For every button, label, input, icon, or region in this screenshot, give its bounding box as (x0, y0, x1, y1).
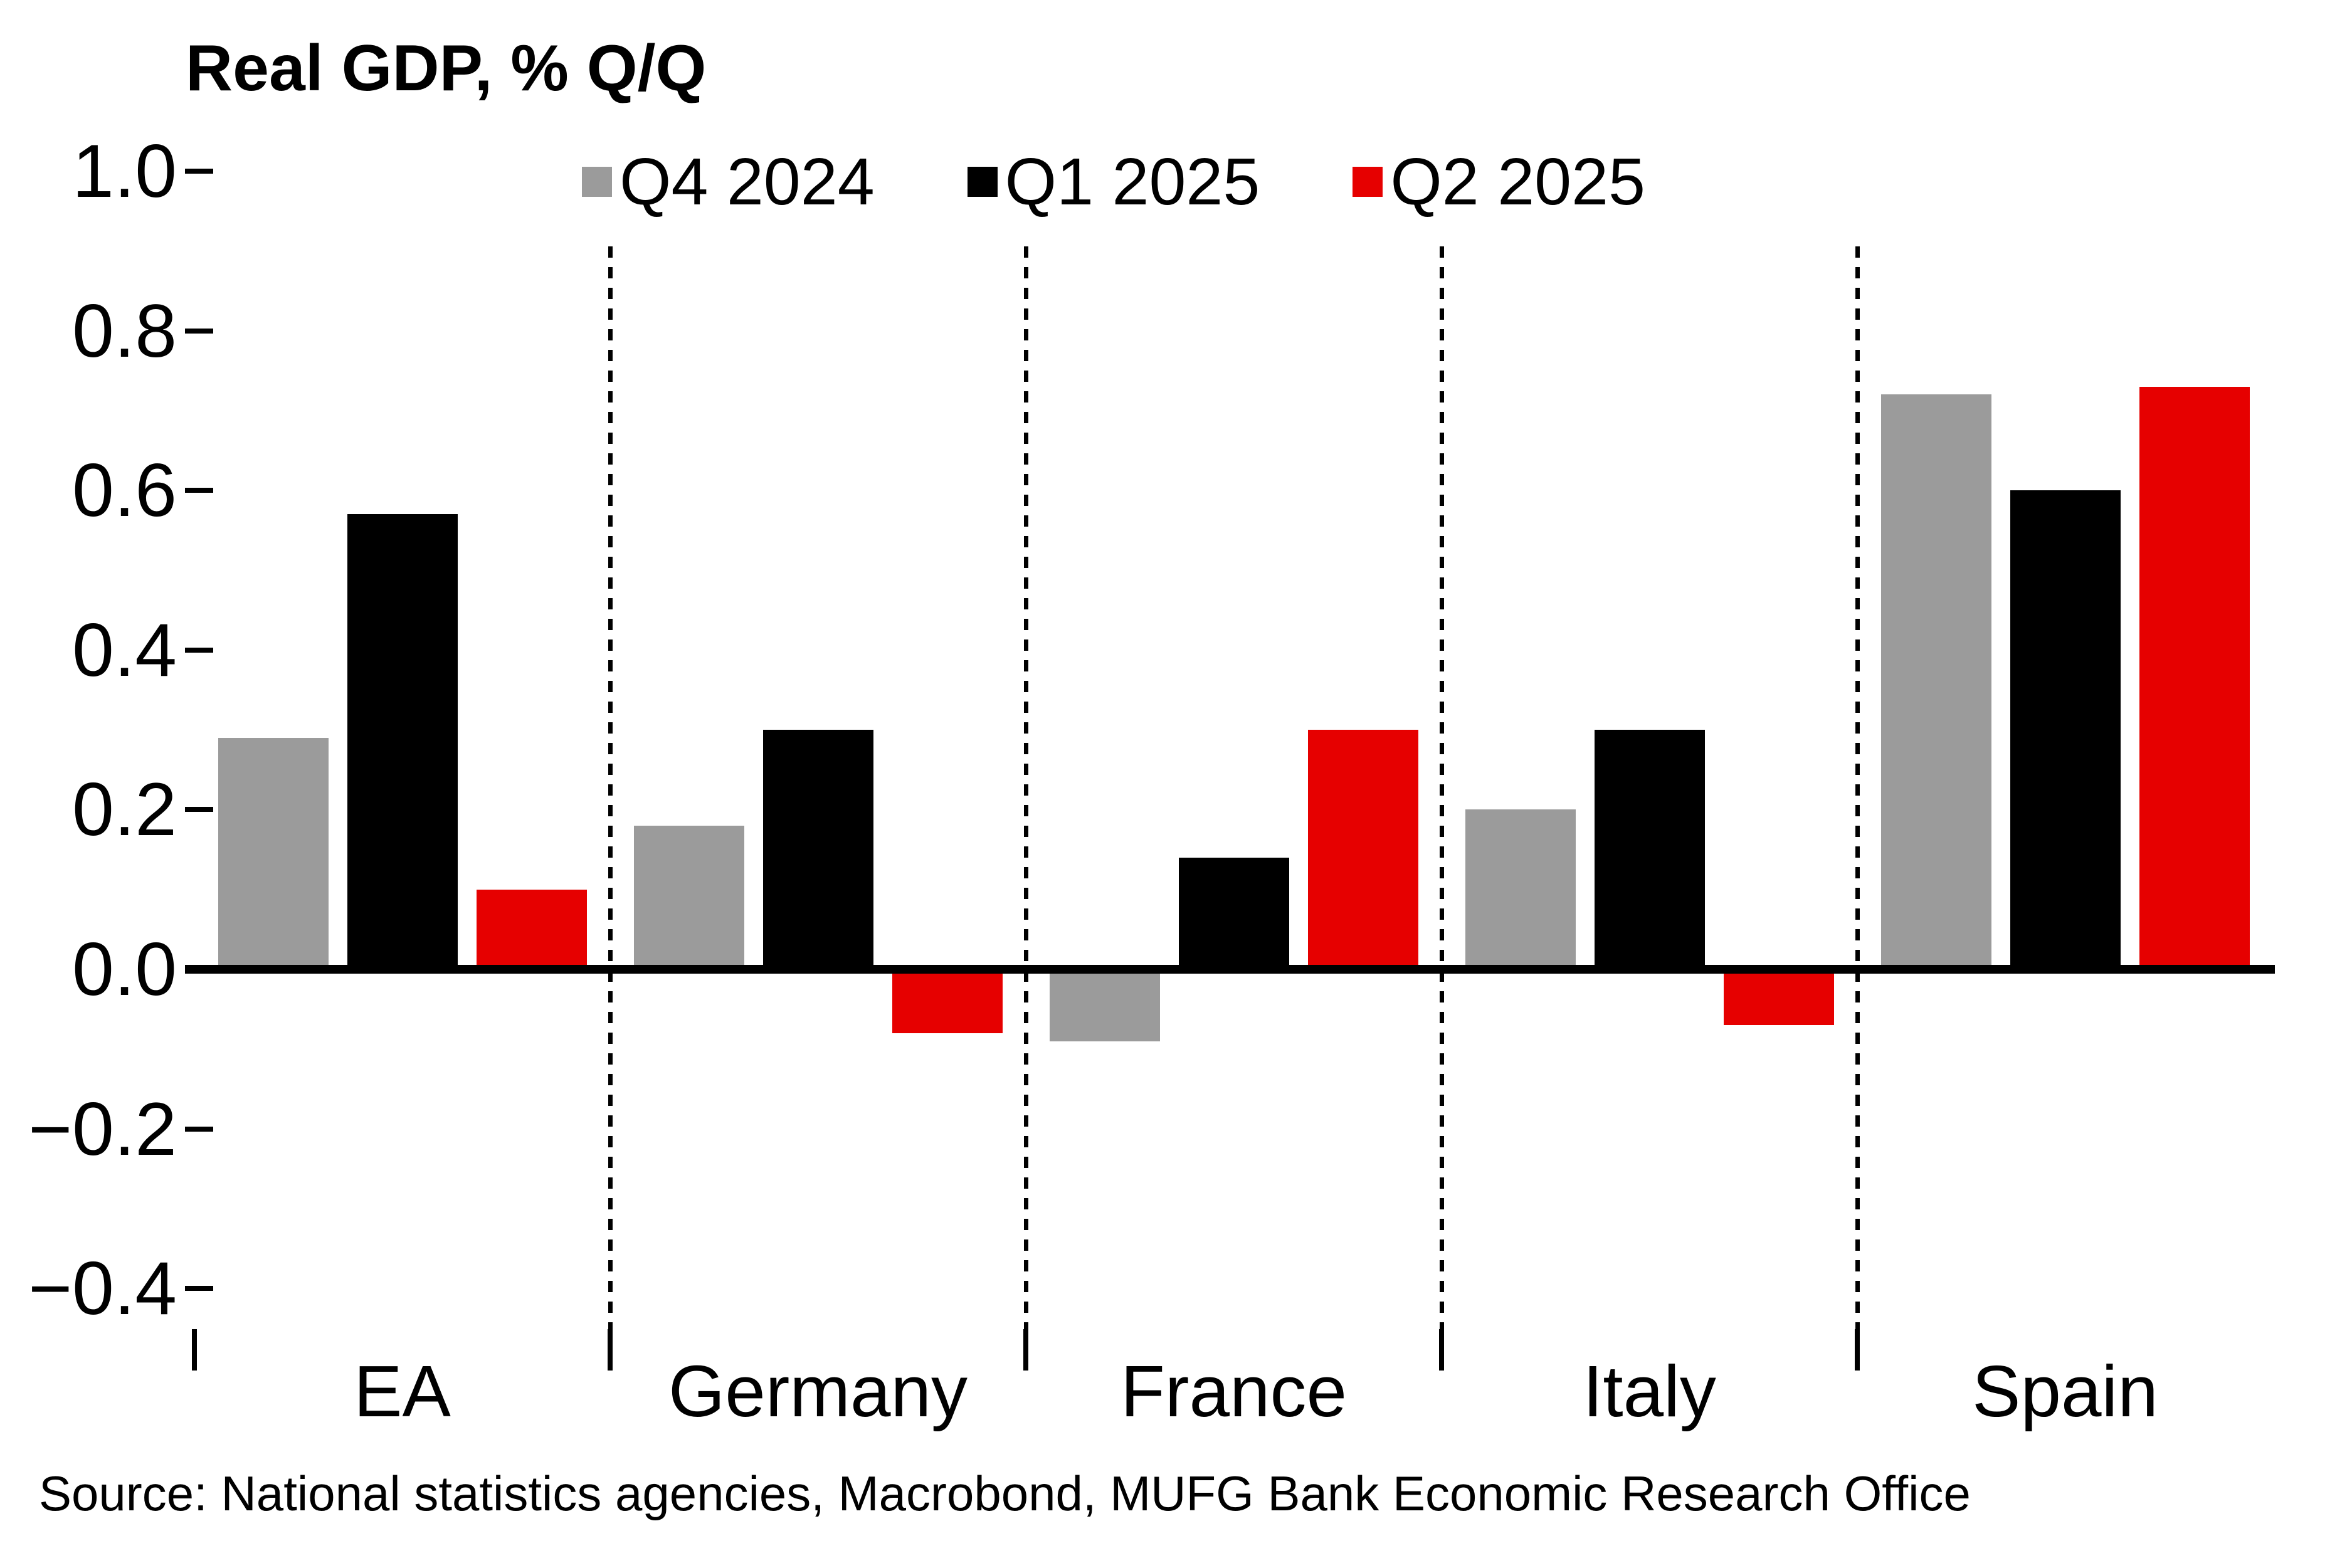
x-tick (192, 1329, 197, 1371)
category-label-spain: Spain (1972, 1350, 2158, 1432)
category-label-ea: EA (354, 1350, 451, 1432)
category-label-germany: Germany (668, 1350, 968, 1432)
legend-item-q4-2024: Q4 2024 (582, 144, 875, 220)
x-tick (608, 1329, 613, 1371)
x-tick (1855, 1329, 1860, 1371)
y-tick (185, 328, 213, 334)
bar-spain-q1-2025 (2010, 490, 2121, 969)
x-tick (1023, 1329, 1028, 1371)
y-tick-label: 0.2 (72, 767, 177, 852)
y-tick-label: 0.8 (72, 288, 177, 373)
legend-swatch-q2-2025 (1353, 167, 1383, 197)
category-separator-line (1023, 246, 1028, 1329)
bar-germany-q4-2024 (633, 825, 744, 969)
bar-germany-q2-2025 (892, 969, 1003, 1033)
legend-swatch-q1-2025 (967, 167, 998, 197)
bar-italy-q4-2024 (1465, 809, 1576, 969)
y-tick-label: 0.4 (72, 608, 177, 692)
category-separator-line (608, 246, 613, 1329)
legend-swatch-q4-2024 (582, 167, 612, 197)
legend-label-q1-2025: Q1 2025 (1005, 144, 1260, 219)
y-tick (185, 1286, 213, 1292)
x-tick (1439, 1329, 1444, 1371)
y-tick-label: −0.2 (28, 1087, 177, 1171)
legend: Q4 2024 Q1 2025 Q2 2025 (582, 144, 1645, 219)
y-tick-label: −0.4 (28, 1246, 177, 1331)
y-tick-label: 0.6 (72, 448, 177, 533)
y-tick (185, 169, 213, 174)
bar-spain-q4-2024 (1880, 394, 1991, 969)
y-tick (185, 807, 213, 813)
y-tick-label: 0.0 (72, 927, 177, 1011)
y-tick (185, 647, 213, 653)
bar-spain-q2-2025 (2139, 386, 2250, 969)
bar-italy-q2-2025 (1723, 969, 1834, 1026)
bar-france-q4-2024 (1049, 969, 1160, 1041)
bar-ea-q4-2024 (218, 737, 329, 969)
bar-italy-q1-2025 (1594, 730, 1705, 969)
y-tick-label: 1.0 (72, 129, 177, 213)
legend-item-q1-2025: Q1 2025 (967, 144, 1260, 220)
x-axis-zero-line (185, 965, 2275, 974)
category-separator-line (1855, 246, 1860, 1329)
legend-label-q4-2024: Q4 2024 (620, 144, 875, 219)
legend-label-q2-2025: Q2 2025 (1390, 144, 1646, 219)
category-separator-line (1439, 246, 1444, 1329)
legend-item-q2-2025: Q2 2025 (1353, 144, 1645, 220)
chart-title: Real GDP, % Q/Q (186, 32, 707, 105)
y-tick (185, 488, 213, 493)
bar-germany-q1-2025 (762, 730, 873, 969)
y-tick (185, 1126, 213, 1132)
category-label-italy: Italy (1583, 1350, 1716, 1432)
bar-france-q2-2025 (1307, 730, 1418, 969)
category-label-france: France (1120, 1350, 1347, 1432)
bar-ea-q1-2025 (347, 514, 458, 969)
bar-ea-q2-2025 (476, 889, 587, 969)
bar-france-q1-2025 (1178, 857, 1289, 969)
source-note: Source: National statistics agencies, Ma… (39, 1466, 1971, 1521)
